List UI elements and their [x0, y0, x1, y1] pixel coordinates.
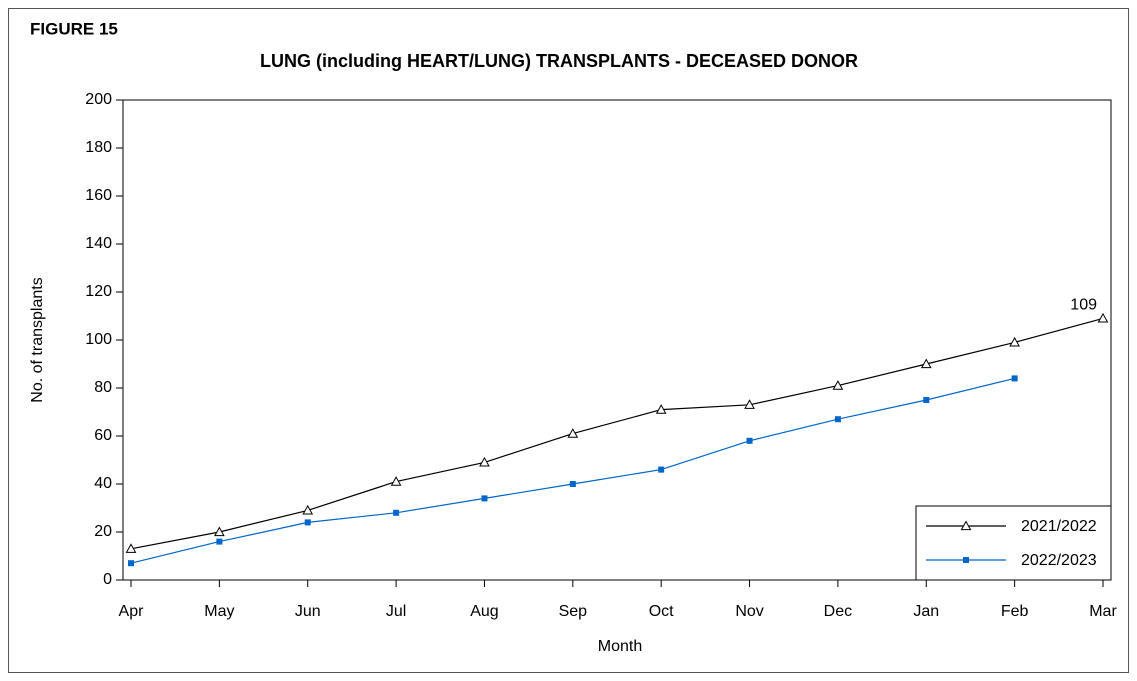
marker [479, 456, 490, 467]
x-axis-label: Month [598, 638, 642, 655]
marker [744, 399, 755, 409]
y-tick-label: 180 [85, 139, 112, 156]
y-tick-label: 0 [103, 571, 112, 588]
marker [569, 481, 576, 487]
figure-label: FIGURE 15 [30, 19, 118, 38]
x-tick-label: Sep [559, 603, 588, 620]
x-tick-label: Dec [824, 603, 852, 620]
marker [567, 428, 579, 438]
legend: 2021/2022 2022/2023 [915, 505, 1112, 581]
marker [834, 416, 841, 423]
marker [923, 397, 930, 403]
legend-label: 2022/2023 [1021, 552, 1097, 569]
x-tick-label: Mar [1089, 603, 1117, 620]
x-tick-label: Aug [470, 603, 498, 620]
marker [393, 509, 400, 516]
y-tick-label: 200 [85, 91, 112, 108]
marker [963, 557, 969, 563]
marker [960, 520, 972, 531]
x-tick-label: Nov [735, 603, 763, 620]
x-tick-label: Oct [649, 603, 674, 620]
x-tick-label: Jan [913, 603, 939, 620]
marker [658, 466, 665, 473]
marker [920, 358, 932, 369]
series-line [130, 317, 1104, 550]
marker [1009, 336, 1020, 347]
marker [390, 476, 402, 486]
x-tick-label: Jun [295, 603, 321, 620]
marker [481, 495, 488, 502]
series-line [130, 377, 1015, 564]
marker [1011, 375, 1018, 382]
x-tick-label: Apr [119, 603, 145, 620]
marker [746, 437, 753, 444]
marker [216, 538, 223, 545]
y-tick-label: 20 [94, 523, 112, 540]
marker [302, 504, 314, 515]
marker [655, 404, 667, 414]
marker [1097, 312, 1109, 323]
y-tick-label: 40 [94, 475, 112, 492]
data-label: 109 [1070, 297, 1097, 314]
marker [128, 560, 134, 567]
marker [125, 543, 137, 553]
x-tick-label: Jul [386, 603, 406, 620]
y-tick-label: 100 [85, 331, 112, 348]
frame [8, 8, 1129, 673]
legend-label: 2021/2022 [1021, 518, 1097, 535]
y-tick-label: 140 [85, 235, 112, 252]
legend-box [915, 505, 1112, 581]
y-tick-label: 60 [94, 427, 112, 444]
y-tick-label: 120 [85, 283, 112, 300]
marker [214, 526, 225, 537]
y-axis-label: No. of transplants [29, 277, 46, 402]
marker [832, 380, 844, 390]
chart-title: LUNG (including HEART/LUNG) TRANSPLANTS … [260, 51, 858, 71]
y-tick-label: 160 [85, 187, 112, 204]
x-tick-label: Feb [1001, 603, 1029, 620]
marker [304, 519, 311, 526]
x-tick-label: May [204, 603, 234, 620]
y-tick-label: 80 [94, 379, 112, 396]
